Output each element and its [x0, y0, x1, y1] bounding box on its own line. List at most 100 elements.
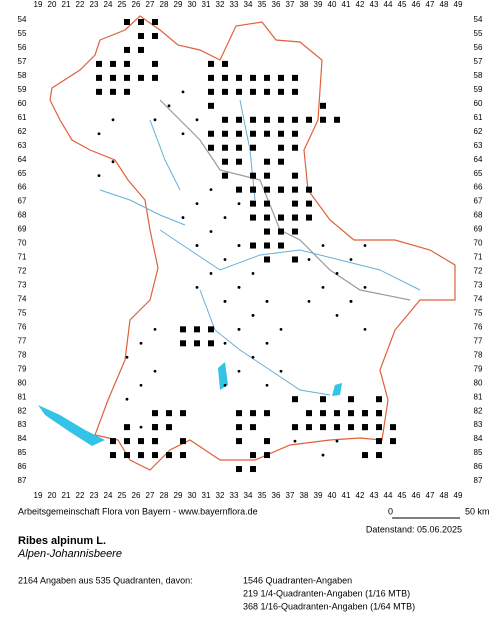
column-label: 27 [146, 491, 155, 500]
count: 219 1/4-Quadranten-Angaben (1/16 MTB) [243, 588, 410, 598]
column-label: 29 [174, 0, 183, 9]
occurrence-square [250, 116, 256, 123]
occurrence-square [348, 396, 354, 403]
column-label: 38 [300, 0, 309, 9]
occurrence-square [306, 410, 312, 417]
occurrence-square [306, 200, 312, 207]
row-label: 81 [18, 392, 27, 401]
occurrence-square [222, 74, 228, 81]
occurrence-dot [279, 369, 283, 373]
occurrence-square [292, 200, 298, 207]
occurrence-square [110, 438, 116, 445]
occurrence-square [110, 88, 116, 95]
occurrence-dot [125, 355, 129, 359]
occurrence-dot [97, 132, 101, 136]
occurrence-square [264, 452, 270, 459]
column-label: 25 [118, 0, 127, 9]
row-label: 87 [18, 476, 27, 485]
column-label: 35 [258, 0, 267, 9]
row-label: 67 [18, 197, 27, 206]
species-latin: Ribes alpinum L. [18, 535, 106, 547]
row-label: 86 [18, 462, 27, 471]
occurrence-square [320, 116, 326, 123]
row-label: 74 [474, 295, 483, 304]
column-label: 45 [398, 0, 407, 9]
occurrence-square [236, 130, 242, 137]
occurrence-dot [195, 244, 199, 247]
row-label: 64 [474, 155, 483, 164]
occurrence-square [278, 144, 284, 151]
occurrence-dot [209, 230, 213, 233]
row-label: 73 [18, 281, 27, 290]
row-label: 71 [18, 253, 27, 262]
occurrence-square [250, 242, 256, 249]
occurrence-square [306, 186, 312, 193]
occurrence-square [250, 144, 256, 151]
row-label: 54 [18, 15, 27, 24]
occurrence-square [264, 158, 270, 165]
credit: Arbeitsgemeinschaft Flora von Bayern - w… [18, 506, 258, 516]
occurrence-dot [321, 286, 325, 289]
row-label: 82 [474, 406, 483, 415]
occurrence-dot [321, 244, 325, 247]
occurrence-square [292, 186, 298, 193]
column-label: 23 [90, 0, 99, 9]
occurrence-dot [139, 341, 143, 345]
occurrence-square [264, 228, 270, 235]
column-label: 33 [230, 491, 239, 500]
occurrence-square [320, 396, 326, 403]
occurrence-dot [111, 160, 115, 164]
row-label: 72 [474, 267, 483, 276]
occurrence-dot [209, 272, 213, 275]
occurrence-square [250, 410, 256, 417]
occurrence-square [278, 242, 284, 249]
row-label: 70 [474, 239, 483, 248]
occurrence-square [208, 74, 214, 81]
occurrence-square [166, 452, 172, 459]
occurrence-square [250, 466, 256, 473]
occurrence-square [166, 410, 172, 417]
row-label: 68 [18, 211, 27, 220]
column-label: 47 [426, 0, 435, 9]
occurrence-dot [251, 355, 255, 359]
column-label: 34 [244, 0, 253, 9]
row-label: 62 [18, 127, 27, 136]
occurrence-dot [335, 272, 339, 275]
occurrence-dot [153, 369, 157, 373]
row-label: 69 [18, 225, 27, 234]
occurrence-dot [97, 174, 101, 178]
row-label: 59 [18, 85, 27, 94]
occurrence-square [334, 424, 340, 431]
occurrence-square [376, 424, 382, 431]
occurrence-square [362, 410, 368, 417]
column-label: 24 [104, 0, 113, 9]
occurrence-square [110, 74, 116, 81]
occurrence-square [292, 424, 298, 431]
occurrence-square [138, 19, 144, 25]
occurrence-square [236, 144, 242, 151]
column-label: 30 [188, 491, 197, 500]
occurrence-dot [237, 369, 241, 373]
occurrence-square [264, 172, 270, 179]
row-label: 62 [474, 127, 483, 136]
column-label: 22 [76, 0, 85, 9]
column-label: 46 [412, 0, 421, 9]
column-label: 41 [342, 0, 351, 9]
occurrence-square [250, 130, 256, 137]
occurrence-square [376, 410, 382, 417]
column-label: 48 [440, 491, 449, 500]
occurrence-dot [237, 202, 241, 206]
occurrence-dot [223, 300, 227, 303]
occurrence-square [320, 102, 326, 109]
occurrence-square [376, 452, 382, 459]
occurrence-dot [139, 383, 143, 387]
occurrence-square [222, 144, 228, 151]
occurrence-square [292, 88, 298, 95]
row-label: 86 [474, 462, 483, 471]
column-label: 33 [230, 0, 239, 9]
column-label: 39 [314, 491, 323, 500]
occurrence-square [124, 424, 130, 431]
occurrence-dot [363, 327, 367, 331]
column-label: 35 [258, 491, 267, 500]
